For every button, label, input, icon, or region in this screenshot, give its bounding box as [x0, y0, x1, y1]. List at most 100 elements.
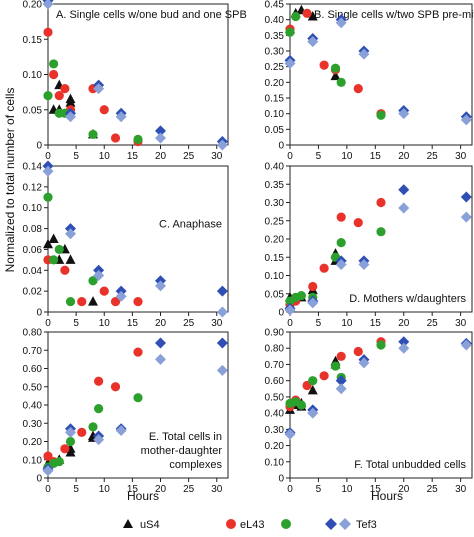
- y-tick-label: 0.90: [265, 328, 285, 339]
- series-triangle: [330, 70, 341, 81]
- x-tick-label: 15: [370, 484, 382, 495]
- data-point-circle: [296, 400, 306, 410]
- x-tick-label: 5: [316, 151, 322, 162]
- data-point-circle: [88, 129, 98, 140]
- x-tick-label: 25: [427, 318, 439, 329]
- legend-triangle-marker: [123, 519, 133, 528]
- x-tick-label: 20: [398, 484, 410, 495]
- series-circle: [285, 8, 386, 119]
- legend-label-el43: eL43: [240, 519, 264, 531]
- data-point-diamond: [460, 211, 472, 223]
- legend: uS4 eL43 Tef3: [123, 518, 377, 531]
- data-point-diamond: [216, 337, 228, 349]
- chart-panel-5: 0 0.10 0.20 0.30 0.40 0.50 0.60 0.70 0.80 0 5 10 15 2…: [23, 328, 229, 495]
- y-tick-label: 0.06: [23, 245, 43, 256]
- data-point-circle: [133, 296, 143, 307]
- data-point-diamond: [155, 132, 166, 144]
- x-tick-label: 0: [45, 484, 51, 495]
- data-point-triangle: [65, 254, 76, 264]
- data-point-circle: [376, 197, 386, 208]
- data-point-diamond: [358, 48, 370, 60]
- data-point-circle: [110, 133, 121, 143]
- x-tick-label: 15: [370, 318, 382, 329]
- x-tick-label: 30: [211, 151, 223, 162]
- data-point-diamond: [42, 465, 54, 477]
- data-point-diamond: [398, 184, 410, 196]
- plot-frame: [47, 3, 229, 146]
- data-point-circle: [77, 296, 87, 307]
- legend-circle-marker-a: [226, 519, 236, 529]
- legend-circle-marker-b: [281, 519, 291, 529]
- x-tick-label: 15: [127, 484, 139, 495]
- x-tick-label: 10: [341, 318, 353, 329]
- data-point-circle: [49, 69, 59, 80]
- x-tick-label: 30: [455, 151, 467, 162]
- legend-label-us4: uS4: [140, 519, 160, 531]
- data-point-triangle: [43, 238, 53, 249]
- series-circle: [285, 340, 386, 410]
- y-tick-label: 0.04: [23, 266, 43, 277]
- data-point-circle: [319, 371, 329, 381]
- data-point-circle: [54, 456, 64, 467]
- y-tick-label: 0.30: [265, 425, 285, 436]
- data-point-diamond: [155, 280, 166, 292]
- data-point-diamond: [115, 425, 127, 437]
- y-tick-label: 0.40: [23, 401, 43, 412]
- x-tick-label: 5: [73, 318, 79, 329]
- data-point-circle: [133, 393, 143, 403]
- y-tick-label: 0.05: [265, 125, 285, 136]
- legend-diamond-marker-b: [339, 518, 351, 530]
- data-point-diamond: [460, 114, 472, 126]
- y-tick-label: 0.35: [265, 31, 285, 42]
- data-point-circle: [43, 27, 53, 37]
- x-tick-label: 5: [73, 151, 79, 162]
- x-tick-label: 25: [183, 484, 195, 495]
- data-point-circle: [133, 134, 143, 144]
- series-diamond: [42, 165, 228, 318]
- series-triangle: [48, 233, 98, 306]
- plot-frame: [289, 331, 473, 479]
- series-diamond: [284, 202, 472, 316]
- data-point-circle: [49, 59, 59, 69]
- y-tick-label: 0: [278, 308, 284, 319]
- data-point-triangle: [88, 296, 98, 306]
- data-point-circle: [376, 110, 386, 120]
- x-axis-label-left: Hours: [127, 489, 159, 503]
- y-tick-label: 0.60: [23, 364, 43, 375]
- y-tick-label: 0: [36, 308, 42, 319]
- x-tick-label: 25: [427, 151, 439, 162]
- data-point-circle: [43, 91, 53, 101]
- x-tick-label: 30: [455, 318, 467, 329]
- data-point-diamond: [307, 407, 319, 419]
- x-tick-label: 10: [99, 151, 111, 162]
- data-point-diamond: [284, 58, 296, 70]
- data-point-diamond: [358, 259, 370, 271]
- x-tick-label: 20: [398, 318, 410, 329]
- y-tick-label: 0.40: [265, 162, 285, 173]
- y-tick-label: 0: [36, 141, 42, 152]
- y-tick-label: 0.30: [265, 198, 285, 209]
- x-tick-label: 20: [155, 151, 167, 162]
- data-point-diamond: [155, 125, 166, 137]
- data-point-circle: [60, 84, 70, 94]
- data-point-circle: [330, 361, 341, 371]
- chart-panel-1: 0 0.05 0.10 0.15 0.20 0 5 10 15 20 25 30 A. Single c…: [23, 0, 247, 162]
- data-point-circle: [65, 296, 76, 307]
- y-axis-label: Normalized to total number of cells: [3, 88, 17, 273]
- plot-frame: [47, 165, 229, 313]
- data-point-circle: [88, 276, 98, 286]
- y-tick-label: 0.30: [265, 47, 285, 58]
- data-point-triangle: [48, 233, 59, 243]
- y-tick-label: 0.20: [265, 78, 285, 89]
- panel-title: E. Total cells in mother-daughter complexe…: [141, 431, 223, 471]
- data-point-diamond: [307, 36, 319, 48]
- data-point-triangle: [65, 93, 76, 104]
- data-point-circle: [376, 340, 386, 350]
- series-circle: [43, 192, 98, 307]
- x-tick-label: 0: [45, 318, 51, 329]
- data-point-circle: [285, 27, 295, 37]
- panel-title: D. Mothers w/daughters: [349, 293, 466, 305]
- data-point-diamond: [216, 139, 228, 151]
- legend-diamond-marker-a: [325, 518, 337, 530]
